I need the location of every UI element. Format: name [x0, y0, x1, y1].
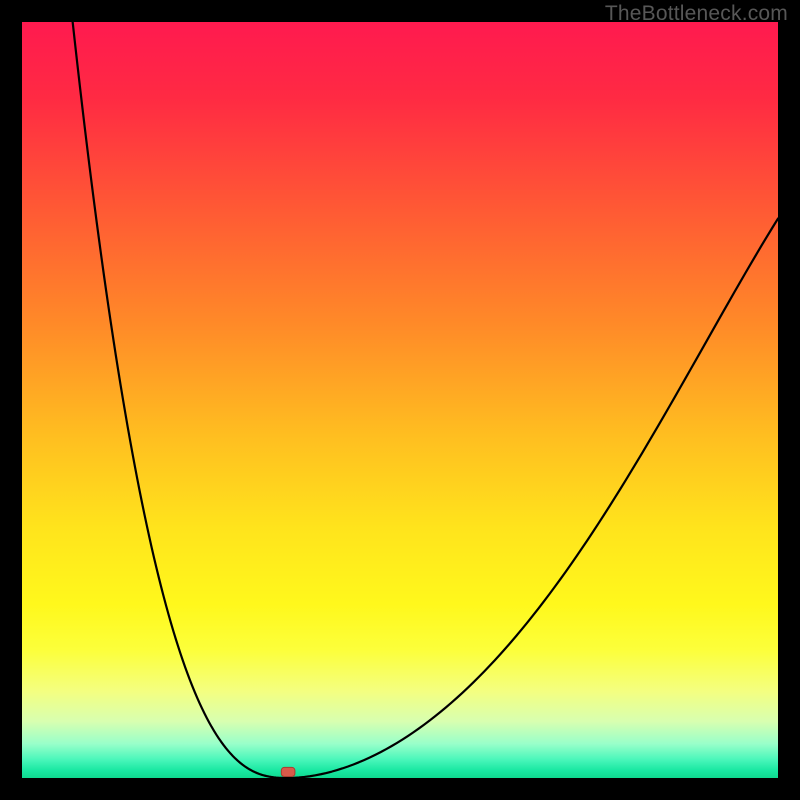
watermark-text: TheBottleneck.com	[605, 2, 788, 26]
minimum-marker	[281, 767, 295, 776]
bottleneck-chart-svg	[0, 0, 800, 800]
chart-frame: TheBottleneck.com	[0, 0, 800, 800]
plot-area	[22, 22, 778, 778]
